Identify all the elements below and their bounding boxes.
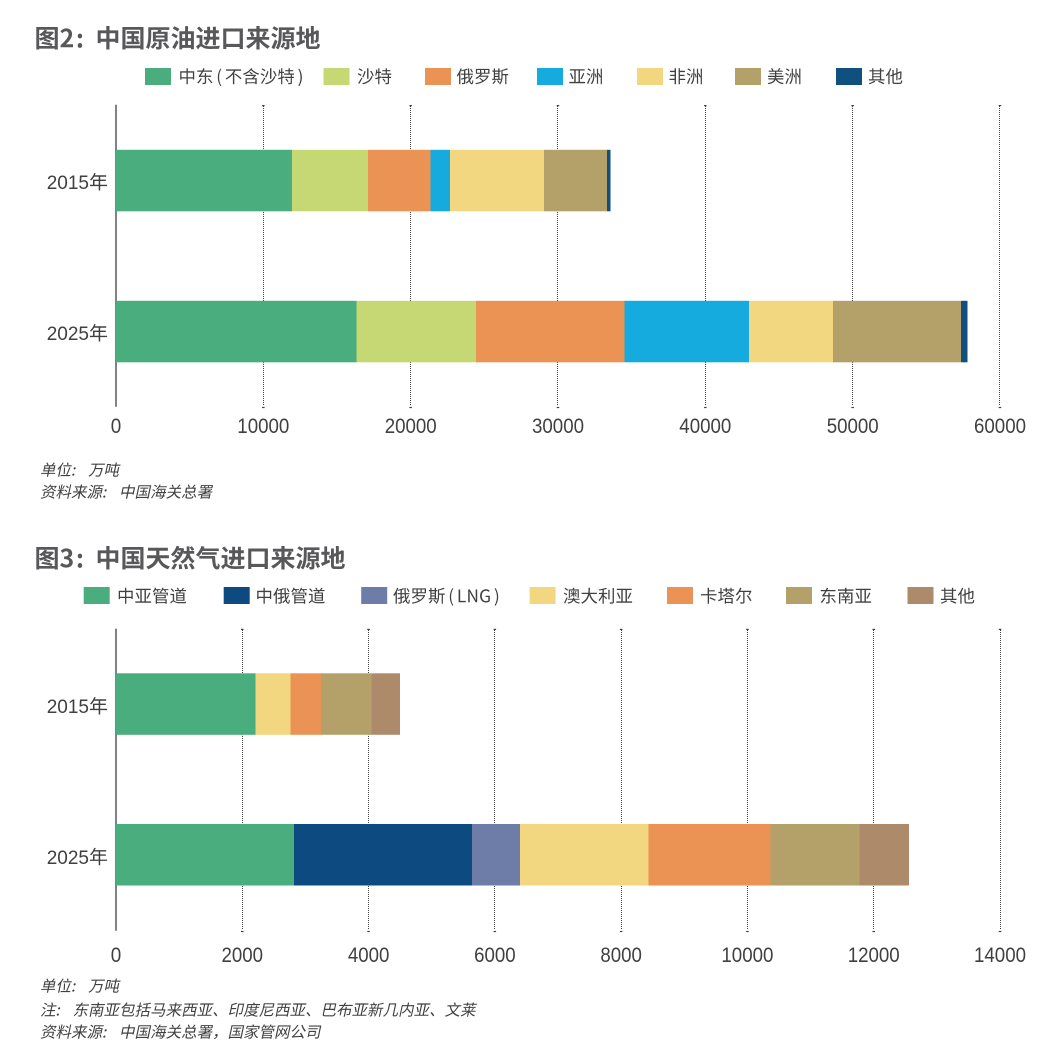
- svg-text:2015: 2015: [47, 173, 89, 194]
- svg-text:60000: 60000: [974, 415, 1026, 438]
- svg-text:10000: 10000: [237, 415, 289, 438]
- svg-text:6000: 6000: [474, 944, 516, 967]
- svg-text:30000: 30000: [532, 415, 584, 438]
- svg-text:8000: 8000: [600, 944, 642, 967]
- svg-text:2015: 2015: [47, 697, 89, 718]
- svg-text:14000: 14000: [974, 944, 1026, 967]
- svg-text:0: 0: [111, 944, 122, 967]
- svg-text:2025: 2025: [47, 848, 89, 869]
- svg-text:0: 0: [111, 415, 122, 438]
- svg-text:2000: 2000: [222, 944, 264, 967]
- svg-text:2025: 2025: [47, 324, 89, 345]
- svg-text:20000: 20000: [385, 415, 437, 438]
- svg-text:40000: 40000: [679, 415, 731, 438]
- svg-text:50000: 50000: [827, 415, 879, 438]
- svg-text:10000: 10000: [721, 944, 773, 967]
- svg-text:12000: 12000: [848, 944, 900, 967]
- svg-text:4000: 4000: [348, 944, 390, 967]
